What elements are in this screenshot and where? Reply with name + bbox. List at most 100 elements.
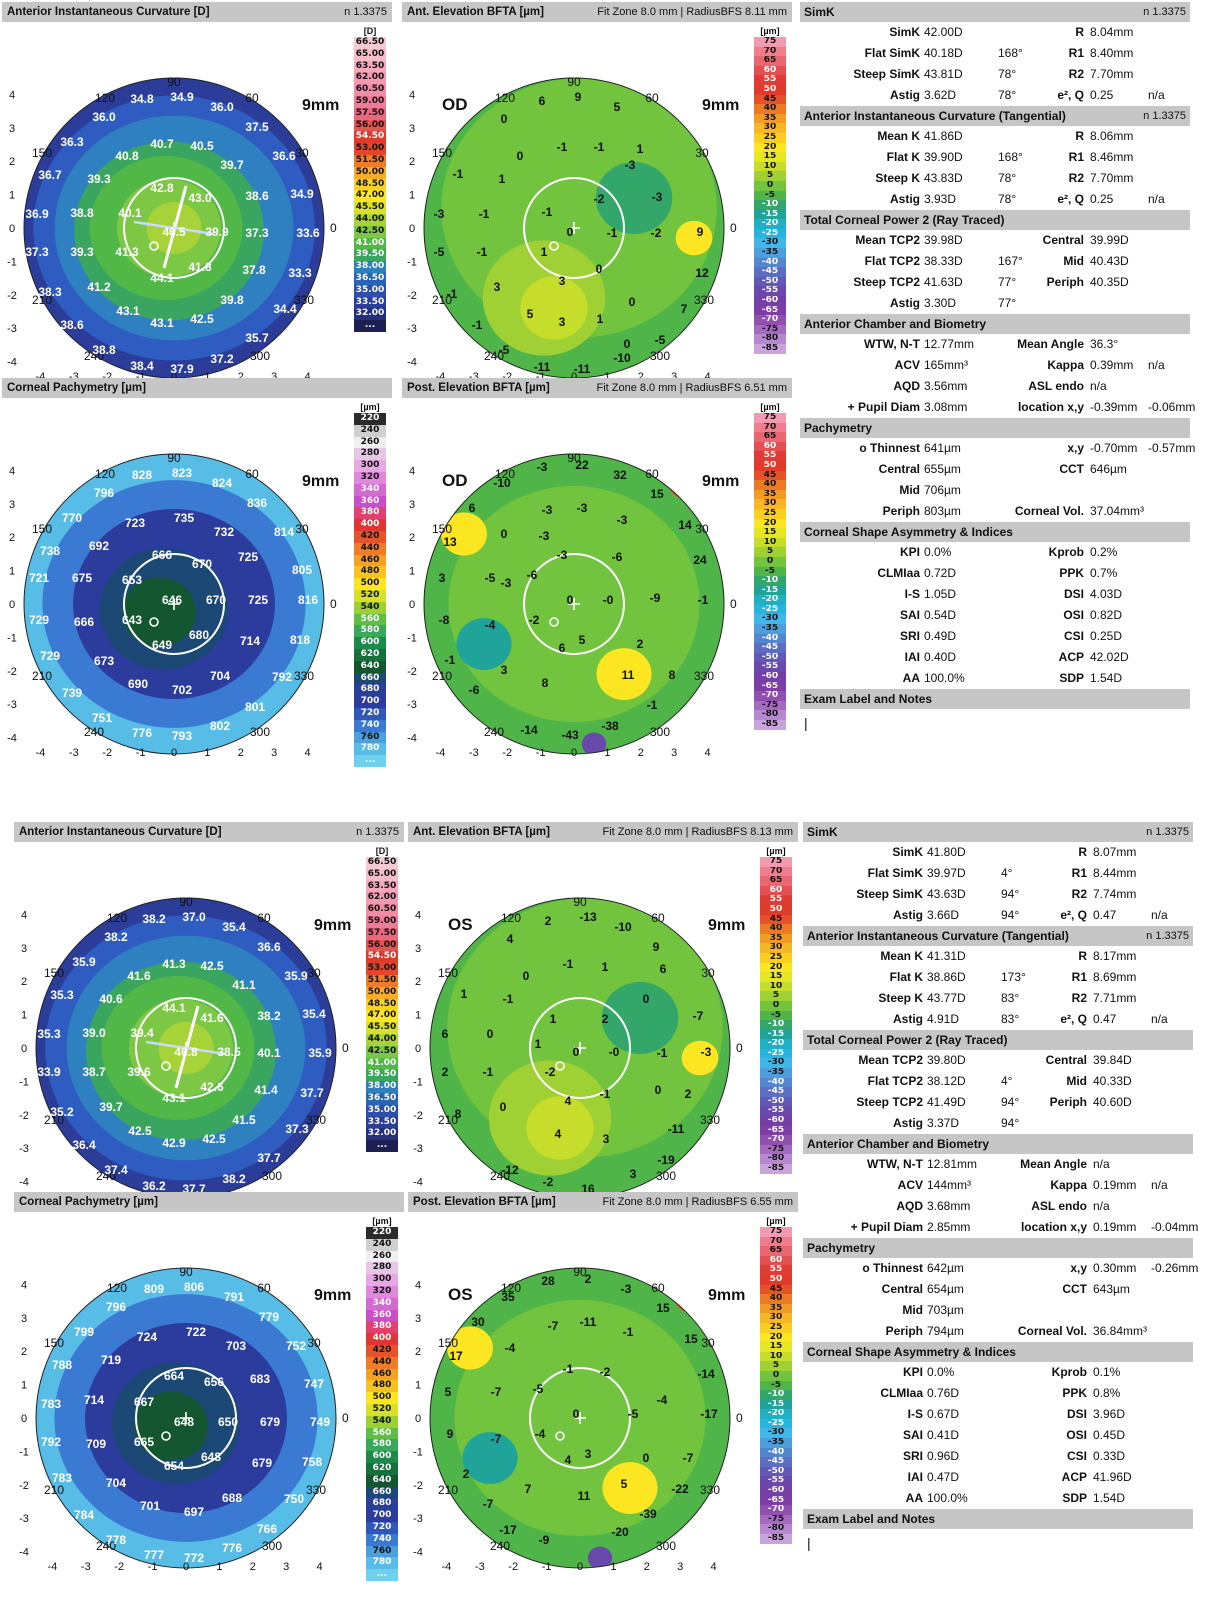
info-row: o Thinnest 642µm x,y 0.30mm -0.26mm	[803, 1258, 1198, 1279]
od-ant-elevation-map[interactable]: 90 120 60 150 30 210 330 240 300 0 -4 -4 -3 -3 -2 -2 -1-…	[402, 24, 792, 384]
map-value: -17	[499, 1523, 517, 1537]
os-ant-elevation-map[interactable]: 9012060150302103302403000-4-4-3-3-2-2-1-…	[408, 844, 798, 1204]
info-label: Central	[1045, 1053, 1087, 1067]
scale-cell: 760	[354, 731, 386, 744]
os-post-elevation-map[interactable]: 90 120 60 150 30 210 330 240 300 0 -4 -4 -3 -3 -2 -2 -1-…	[408, 1214, 798, 1574]
info-label: R1	[1068, 150, 1084, 164]
zone-label: 9mm	[302, 97, 339, 114]
topography-svg[interactable]: 9012060150302103302403000-4-4-3-3-2-2-1-…	[14, 844, 404, 1204]
os-pachymetry-map[interactable]: 90 120 60 150 30 210 330 240 300 0 -4 -4 -3 -3 -2 -2 -1-…	[14, 1214, 404, 1574]
axis-tick-label: 4	[409, 89, 415, 101]
scale-cell: 660	[354, 672, 386, 685]
axis-tick-label: -2	[7, 666, 17, 678]
info-value: 83°	[1001, 1012, 1020, 1026]
info-value: 0.1%	[1093, 1365, 1121, 1379]
scale-cell: 57.50	[354, 107, 386, 120]
axis-tick-label: 2	[9, 532, 15, 544]
info-label: Central	[878, 462, 920, 476]
map-value: -2	[545, 1065, 556, 1079]
info-row: Periph 803µm Corneal Vol. 37.04mm³	[800, 501, 1190, 522]
topography-svg[interactable]: 9012060150302103302403000-4-4-3-3-2-2-1-…	[408, 844, 798, 1204]
scale-cell: 580	[354, 625, 386, 638]
info-row: Astig 3.93D 78° e², Q 0.25 n/a	[800, 189, 1190, 210]
info-row: ACV 165mm³ Kappa 0.39mm n/a	[800, 355, 1190, 376]
scale-cell: -50	[754, 652, 786, 663]
info-label: PPK	[1059, 566, 1084, 580]
map-value: 42.8	[150, 181, 174, 195]
map-value: -3	[617, 513, 628, 527]
map-value: -1	[472, 318, 483, 332]
info-row: Mean TCP2 39.98D Central 39.99D	[800, 230, 1190, 251]
od-pachymetry-map[interactable]: 90 120 60 150 30 210 330 240 300 0 -4 -4 -3 -3 -2 -2 -1-…	[2, 400, 392, 760]
scale-cell: 540	[366, 1415, 398, 1428]
scale-cell: -45	[760, 1457, 792, 1467]
map-value: 783	[41, 1397, 61, 1411]
scale-cell: -20	[754, 219, 786, 229]
scale-cell: -30	[754, 238, 786, 249]
exam-notes-field[interactable]: |	[804, 715, 808, 731]
od-post-elevation-map[interactable]: 90 120 60 150 30 210 330 240 300 0 -4 -4 -3 -3 -2 -2 -1-…	[402, 400, 792, 760]
meridian-label: 90	[179, 1265, 193, 1279]
axis-tick-label: -1	[536, 371, 546, 383]
info-value: 7.74mm	[1093, 887, 1137, 901]
map-value: -1	[557, 140, 568, 154]
info-value: 83°	[1001, 991, 1020, 1005]
scale-unit: [µm]	[760, 26, 780, 36]
map-value: -10	[614, 920, 632, 934]
axis-tick-label: -2	[114, 1561, 124, 1573]
od-curvature-map[interactable]: 90 120 60 150 30 210 330 240 300 0 -4 -4 -3 -3 -2 -2 -1-…	[2, 24, 392, 384]
map-value: 13	[443, 535, 457, 549]
info-value: 0.2%	[1090, 545, 1118, 559]
scale-cell: 35	[760, 1303, 792, 1314]
scale-cell: 54.50	[366, 951, 398, 964]
map-value: 648	[201, 1450, 221, 1464]
info-row: AQD 3.68mm ASL endo n/a	[803, 1196, 1193, 1217]
meridian-label: 90	[573, 1265, 587, 1279]
os-curvature-map[interactable]: 9012060150302103302403000-4-4-3-3-2-2-1-…	[14, 844, 404, 1204]
map-value: 33.6	[296, 226, 320, 240]
map-value: 2	[602, 1012, 609, 1026]
section-title: SimK	[807, 825, 838, 839]
map-value: 34.9	[290, 187, 314, 201]
scale-cell: 600	[366, 1451, 398, 1463]
info-value: 1.54D	[1093, 1491, 1126, 1505]
map-value: 828	[132, 468, 152, 482]
info-label: Astig	[893, 908, 923, 922]
map-value: -1	[447, 287, 458, 301]
map-value: 7	[681, 302, 688, 316]
axis-tick-label: -1	[413, 1076, 423, 1088]
info-label: Steep SimK	[853, 67, 920, 81]
info-row: CLMIaa 0.76D PPK 0.8%	[803, 1383, 1193, 1404]
exam-notes-field[interactable]: |	[807, 1535, 811, 1551]
info-value: n/a	[1090, 379, 1107, 393]
map-value: 9	[575, 90, 582, 104]
map-value: 679	[260, 1415, 280, 1429]
map-value: 709	[86, 1437, 106, 1451]
scale-cell: 10	[760, 1351, 792, 1362]
map-value: 5	[614, 100, 621, 114]
info-label: Mean Angle	[1017, 337, 1084, 351]
info-label: Steep TCP2	[856, 1095, 923, 1109]
scale-unit: [D]	[375, 846, 389, 856]
info-label: KPI	[899, 545, 920, 559]
axis-tick-label: 3	[677, 1561, 683, 1573]
map-value: 776	[132, 726, 152, 740]
map-value: 8	[455, 1107, 462, 1121]
map-value: 2	[442, 1065, 449, 1079]
meridian-label: 60	[257, 1281, 271, 1295]
map-value: 36.0	[92, 110, 116, 124]
map-value: 40.8	[115, 149, 139, 163]
info-section-header: Total Corneal Power 2 (Ray Traced)	[803, 1030, 1193, 1050]
meridian-label: 240	[96, 1169, 116, 1183]
map-value: 17	[449, 1349, 463, 1363]
scale-cell: 47.00	[354, 190, 386, 203]
info-value: 12.81mm	[927, 1157, 978, 1171]
map-value: 1	[461, 987, 468, 1001]
scale-cell: -40	[754, 633, 786, 644]
